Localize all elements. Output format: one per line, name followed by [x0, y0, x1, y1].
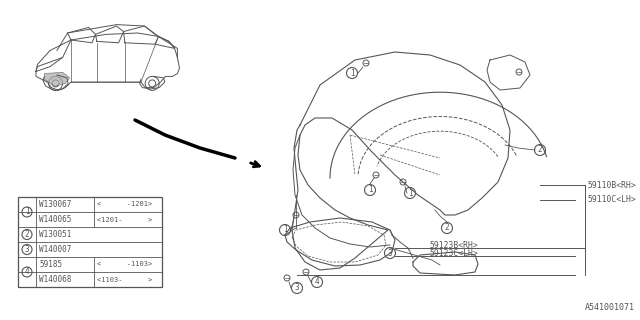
Polygon shape: [44, 72, 70, 86]
Text: 59123B<RH>: 59123B<RH>: [430, 241, 479, 250]
Text: <1103-      >: <1103- >: [97, 276, 152, 283]
Text: 1: 1: [368, 186, 372, 195]
Text: 59123C<LH>: 59123C<LH>: [430, 249, 479, 258]
Text: 59110B<RH>: 59110B<RH>: [588, 180, 637, 189]
Text: A541001071: A541001071: [585, 303, 635, 312]
Text: 1: 1: [25, 207, 29, 217]
Text: 4: 4: [25, 268, 29, 276]
Text: 59185: 59185: [39, 260, 62, 269]
Text: 2: 2: [445, 223, 449, 233]
Text: W140007: W140007: [39, 245, 72, 254]
Text: 1: 1: [349, 68, 355, 77]
Text: <      -1201>: < -1201>: [97, 202, 152, 207]
Bar: [18, 197, 162, 287]
Text: W140065: W140065: [39, 215, 72, 224]
Text: 1: 1: [283, 226, 287, 235]
Text: 3: 3: [25, 245, 29, 254]
Text: 1: 1: [408, 188, 412, 197]
Text: 2: 2: [25, 230, 29, 239]
Text: W130067: W130067: [39, 200, 72, 209]
Text: <      -1103>: < -1103>: [97, 261, 152, 268]
Text: 3: 3: [294, 284, 300, 292]
Text: 4: 4: [315, 277, 319, 286]
Text: <1201-      >: <1201- >: [97, 217, 152, 222]
Text: W140068: W140068: [39, 275, 72, 284]
Text: 2: 2: [538, 146, 542, 155]
Text: 59110C<LH>: 59110C<LH>: [588, 196, 637, 204]
Text: W130051: W130051: [39, 230, 72, 239]
Text: 3: 3: [388, 249, 392, 258]
